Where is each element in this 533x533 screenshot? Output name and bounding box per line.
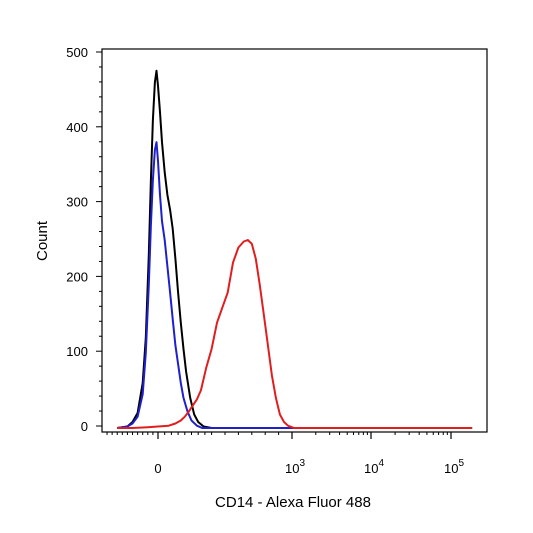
x-tick-label: 105 xyxy=(444,458,464,476)
x-tick-labels: 0 103 104 105 xyxy=(154,458,464,476)
y-tick-label: 400 xyxy=(66,120,88,135)
y-tick-marks xyxy=(96,51,102,427)
y-tick-label: 500 xyxy=(66,45,88,60)
plot-frame xyxy=(101,48,488,433)
x-tick-label: 103 xyxy=(285,458,305,476)
y-tick-label: 300 xyxy=(66,195,88,210)
y-tick-label: 100 xyxy=(66,344,88,359)
x-tick-label: 104 xyxy=(364,458,384,476)
y-tick-label: 0 xyxy=(81,419,88,434)
y-tick-labels: 0 100 200 300 400 500 xyxy=(66,45,88,434)
histogram-series xyxy=(117,69,473,429)
y-tick-label: 200 xyxy=(66,269,88,284)
x-tick-marks xyxy=(106,432,452,439)
x-tick-label: 0 xyxy=(154,461,161,476)
x-axis-title: CD14 - Alexa Fluor 488 xyxy=(215,494,371,511)
histogram-series-2 xyxy=(117,141,473,429)
histogram-series-1 xyxy=(117,69,473,429)
histogram-series-3 xyxy=(117,239,473,429)
y-axis-title: Count xyxy=(34,220,51,261)
